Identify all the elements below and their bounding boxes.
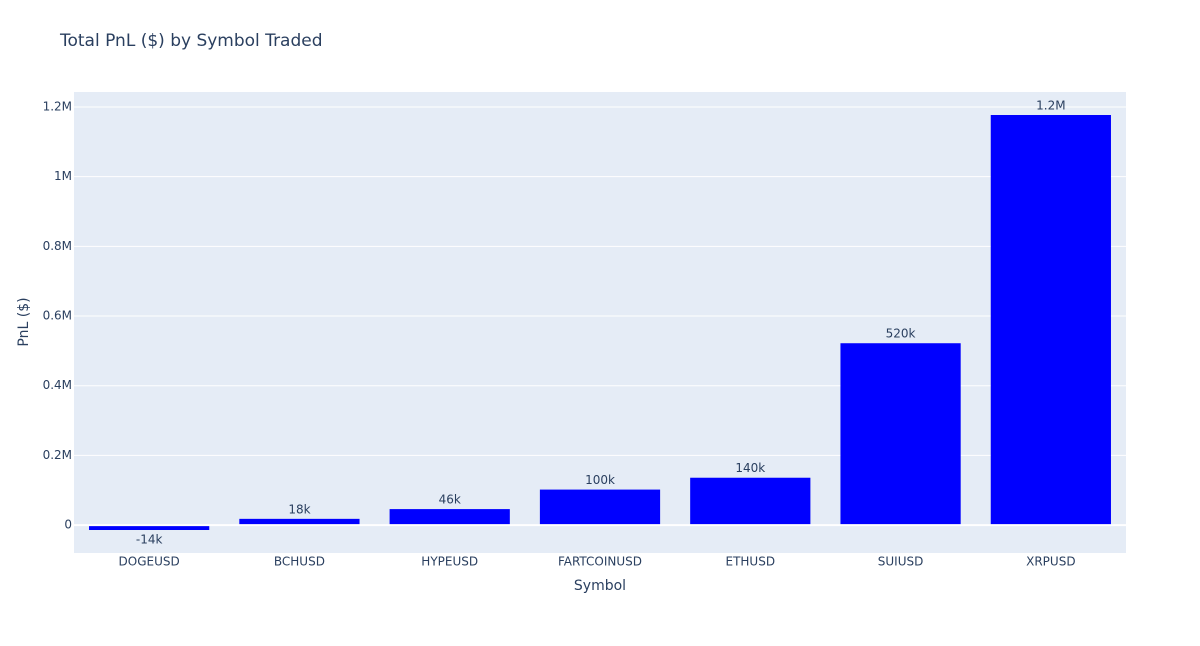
data-label: -14k — [136, 533, 163, 547]
bar — [239, 518, 360, 526]
data-label: 100k — [585, 473, 615, 487]
chart-title: Total PnL ($) by Symbol Traded — [59, 31, 323, 51]
bar — [89, 525, 210, 531]
bar — [840, 343, 961, 526]
bar — [389, 509, 510, 526]
bar — [539, 489, 661, 526]
y-tick-label: 0 — [64, 518, 72, 532]
bar — [690, 477, 811, 526]
y-tick-label: 0.4M — [43, 378, 72, 392]
x-tick-label: BCHUSD — [274, 555, 325, 569]
bar — [990, 114, 1111, 526]
y-tick-label: 1M — [54, 169, 72, 183]
x-axis-title: Symbol — [574, 578, 626, 594]
data-label: 140k — [735, 461, 765, 475]
y-tick-label: 1.2M — [43, 99, 72, 113]
data-label: 1.2M — [1036, 98, 1065, 112]
data-label: 520k — [886, 327, 916, 341]
y-tick-label: 0.2M — [43, 448, 72, 462]
x-tick-label: SUIUSD — [878, 555, 924, 569]
x-tick-label: HYPEUSD — [421, 555, 478, 569]
data-label: 18k — [288, 502, 310, 516]
y-tick-label: 0.6M — [43, 309, 72, 323]
x-tick-label: ETHUSD — [725, 555, 775, 569]
y-axis-title: PnL ($) — [16, 297, 32, 346]
x-tick-label: DOGEUSD — [119, 555, 180, 569]
x-tick-label: XRPUSD — [1026, 555, 1075, 569]
data-label: 46k — [439, 493, 461, 507]
x-tick-label: FARTCOINUSD — [558, 555, 642, 569]
y-tick-label: 0.8M — [43, 239, 72, 253]
